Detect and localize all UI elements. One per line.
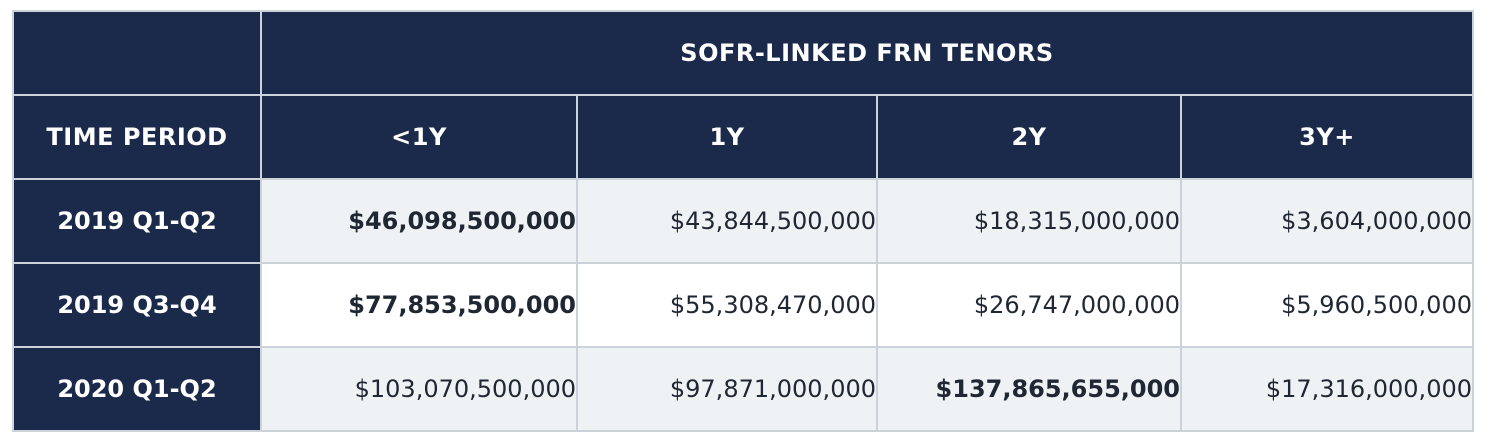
row-period-label: 2019 Q1-Q2 — [12, 178, 262, 264]
column-header-2y: 2Y — [876, 94, 1182, 180]
table-cell: $5,960,500,000 — [1180, 262, 1474, 348]
corner-cell — [12, 10, 262, 96]
table-cell: $137,865,655,000 — [876, 346, 1182, 432]
table-cell: $3,604,000,000 — [1180, 178, 1474, 264]
table-row: 2019 Q3-Q4 $77,853,500,000 $55,308,470,0… — [12, 262, 1474, 348]
table-cell: $43,844,500,000 — [576, 178, 878, 264]
table-row: 2020 Q1-Q2 $103,070,500,000 $97,871,000,… — [12, 346, 1474, 432]
table-cell: $18,315,000,000 — [876, 178, 1182, 264]
column-header-lt1y: <1Y — [260, 94, 578, 180]
table-cell: $55,308,470,000 — [576, 262, 878, 348]
sofr-frn-tenor-table: SOFR-LINKED FRN TENORS TIME PERIOD <1Y 1… — [12, 10, 1474, 432]
group-header-sofr-linked-frn-tenors: SOFR-LINKED FRN TENORS — [260, 10, 1474, 96]
row-period-label: 2019 Q3-Q4 — [12, 262, 262, 348]
table-cell: $97,871,000,000 — [576, 346, 878, 432]
column-header-row: TIME PERIOD <1Y 1Y 2Y 3Y+ — [12, 94, 1474, 180]
row-period-label: 2020 Q1-Q2 — [12, 346, 262, 432]
table-row: 2019 Q1-Q2 $46,098,500,000 $43,844,500,0… — [12, 178, 1474, 264]
table-cell: $103,070,500,000 — [260, 346, 578, 432]
group-header-row: SOFR-LINKED FRN TENORS — [12, 10, 1474, 96]
table-cell: $17,316,000,000 — [1180, 346, 1474, 432]
table-cell: $26,747,000,000 — [876, 262, 1182, 348]
column-header-3yplus: 3Y+ — [1180, 94, 1474, 180]
table-cell: $46,098,500,000 — [260, 178, 578, 264]
column-header-1y: 1Y — [576, 94, 878, 180]
table-cell: $77,853,500,000 — [260, 262, 578, 348]
frn-tenor-table-container: SOFR-LINKED FRN TENORS TIME PERIOD <1Y 1… — [12, 10, 1474, 432]
time-period-header: TIME PERIOD — [12, 94, 262, 180]
